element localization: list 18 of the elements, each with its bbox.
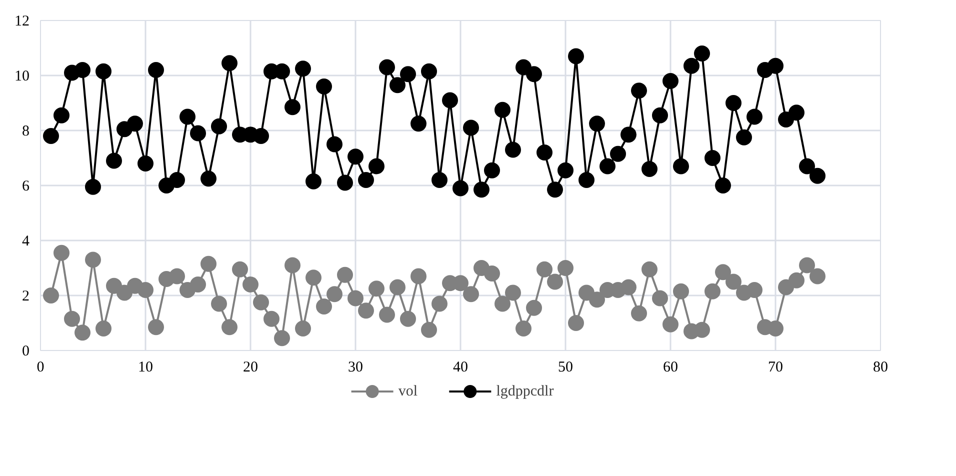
y-tick-label: 0: [22, 344, 30, 360]
x-tick-label: 10: [138, 360, 153, 376]
y-tick-label: 4: [22, 234, 30, 250]
x-tick-label: 30: [348, 360, 363, 376]
legend-label: vol: [398, 384, 418, 400]
x-tick-label: 40: [453, 360, 468, 376]
x-tick-label: 0: [36, 360, 44, 376]
y-tick-label: 6: [22, 178, 30, 194]
x-tick-label: 50: [558, 360, 573, 376]
y-tick-label: 10: [14, 68, 30, 84]
y-tick-label: 12: [14, 14, 30, 30]
legend-label: lgdppcdlr: [496, 384, 554, 400]
y-tick-label: 2: [22, 288, 30, 304]
x-tick-label: 60: [663, 360, 678, 376]
y-tick-label: 8: [22, 124, 30, 140]
x-tick-label: 20: [243, 360, 258, 376]
x-tick-label: 70: [768, 360, 783, 376]
x-tick-label: 80: [873, 360, 888, 376]
